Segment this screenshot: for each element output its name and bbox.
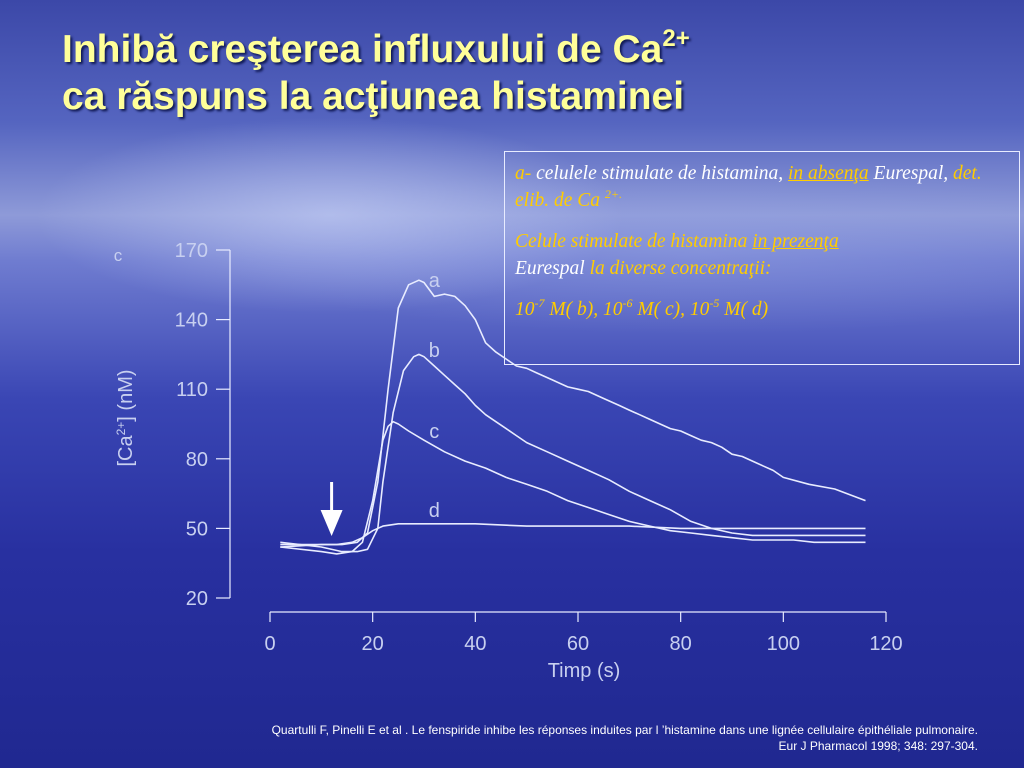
y-tick-label: 110	[176, 379, 208, 401]
legend-a-effect: det. elib. de Ca	[515, 163, 982, 211]
citation: Quartulli F, Pinelli E et al . Le fenspi…	[272, 722, 978, 754]
slide-title: Inhibă creşterea influxului de Ca2+ ca r…	[62, 26, 690, 120]
x-tick-label: 0	[264, 633, 275, 655]
series-label-c: c	[429, 421, 439, 443]
legend-a-drug: Eurespal,	[868, 163, 949, 184]
series-label-d: d	[429, 500, 440, 522]
series-label-a: a	[429, 270, 441, 292]
title-superscript: 2+	[662, 25, 690, 52]
legend-a-text: celulele stimulate de histamina,	[536, 163, 788, 184]
legend-a-superscript: 2+.	[604, 187, 623, 201]
series-label-b: b	[429, 340, 440, 362]
y-tick-label: 50	[186, 518, 208, 540]
series-line-c	[280, 420, 866, 555]
conc-d-exponent: -5	[709, 296, 720, 310]
title-line-1: Inhibă creşterea influxului de Ca	[62, 28, 663, 71]
conc-c-exponent: -6	[622, 296, 633, 310]
y-tick-label: 170	[175, 240, 208, 262]
y-tick-label: 20	[186, 588, 208, 610]
x-tick-label: 40	[464, 633, 486, 655]
y-tick-label: 80	[186, 449, 208, 471]
conc-c-base: 10	[602, 299, 623, 320]
x-tick-label: 100	[767, 633, 800, 655]
legend-a-underlined: in absenţa	[787, 163, 869, 184]
x-tick-label: 60	[567, 633, 589, 655]
conc-b-exponent: -7	[534, 296, 545, 310]
x-tick-label: 80	[670, 633, 692, 655]
legend-paragraph-b: Celule stimulate de histamina in prezenţ…	[515, 228, 1009, 282]
series-line-a	[280, 279, 866, 548]
x-tick-label: 20	[362, 633, 384, 655]
y-axis-label: [Ca2+] (nM)	[114, 369, 137, 466]
series-line-d	[280, 522, 866, 546]
x-axis-label: Timp (s)	[548, 660, 621, 682]
conc-c-text: M( c),	[632, 299, 690, 320]
citation-line-2: Eur J Pharmacol 1998; 348: 297-304.	[778, 739, 978, 753]
stimulus-arrow-head	[320, 510, 343, 536]
conc-d-text: M( d)	[719, 299, 769, 320]
legend-b-concentrations: la diverse concentraţii:	[584, 258, 772, 279]
conc-d-base: 10	[689, 299, 710, 320]
citation-line-1: Quartulli F, Pinelli E et al . Le fenspi…	[271, 723, 978, 737]
legend-a-prefix: a-	[515, 163, 537, 184]
legend-box: a- celulele stimulate de histamina, in a…	[504, 151, 1020, 365]
series-line-b	[280, 353, 866, 553]
title-line-2: ca răspuns la acţiunea histaminei	[62, 75, 685, 118]
legend-paragraph-c: 10-7 M( b), 10-6 M( c), 10-5 M( d)	[515, 296, 1009, 323]
legend-b-text: Celule stimulate de histamina	[515, 231, 753, 252]
y-tick-label: 140	[175, 310, 208, 332]
conc-b-text: M( b),	[544, 299, 603, 320]
panel-label: c	[114, 246, 123, 265]
x-tick-label: 120	[869, 633, 902, 655]
legend-b-drug: Eurespal	[515, 258, 585, 279]
legend-paragraph-a: a- celulele stimulate de histamina, in a…	[515, 160, 1009, 214]
conc-b-base: 10	[515, 299, 535, 320]
legend-b-underlined: in prezenţa	[752, 231, 839, 252]
